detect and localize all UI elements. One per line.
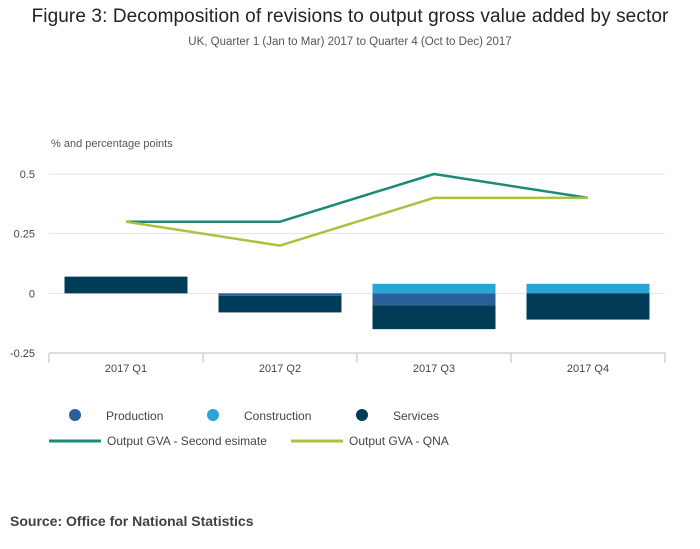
legend-marker bbox=[356, 409, 368, 421]
bar-services bbox=[218, 295, 342, 313]
gridlines bbox=[49, 173, 665, 354]
legend-label: Construction bbox=[244, 409, 311, 423]
y-axis-ticks: 0.5 0.25 0 -0.25 bbox=[10, 169, 35, 360]
x-tick-label: 2017 Q4 bbox=[567, 363, 609, 375]
legend-label: Output GVA - QNA bbox=[349, 434, 449, 448]
lines bbox=[125, 172, 589, 247]
bar-production bbox=[372, 293, 496, 306]
line-output-gva-second-esimate bbox=[126, 172, 589, 223]
x-axis-ticks: 2017 Q1 2017 Q2 2017 Q3 2017 Q4 bbox=[105, 363, 609, 375]
legend-label: Output GVA - Second esimate bbox=[107, 434, 267, 448]
bar-construction bbox=[372, 283, 496, 294]
bar-services bbox=[526, 293, 650, 320]
y-axis-label: % and percentage points bbox=[51, 138, 173, 150]
bar-services bbox=[372, 305, 496, 330]
chart-title: Figure 3: Decomposition of revisions to … bbox=[31, 6, 669, 27]
line-output-gva-qna bbox=[125, 196, 588, 247]
bar-production bbox=[218, 293, 342, 296]
legend-label: Production bbox=[106, 409, 163, 423]
legend-marker bbox=[207, 409, 219, 421]
y-tick-label: 0.25 bbox=[14, 229, 35, 241]
bars bbox=[64, 276, 650, 330]
legend: Production Construction Services Output GVA… bbox=[49, 409, 449, 448]
chart-subtitle: UK, Quarter 1 (Jan to Mar) 2017 to Quart… bbox=[188, 36, 512, 48]
y-tick-label: 0.5 bbox=[20, 169, 35, 181]
x-tick-label: 2017 Q1 bbox=[105, 363, 147, 375]
bar-construction bbox=[526, 283, 650, 294]
bar-services bbox=[64, 276, 188, 294]
legend-label: Services bbox=[393, 409, 439, 423]
x-tick-label: 2017 Q3 bbox=[413, 363, 455, 375]
source-note: Source: Office for National Statistics bbox=[10, 513, 254, 529]
x-axis bbox=[48, 352, 666, 363]
y-tick-label: -0.25 bbox=[10, 348, 35, 360]
y-tick-label: 0 bbox=[29, 288, 35, 300]
legend-marker bbox=[69, 409, 81, 421]
x-tick-label: 2017 Q2 bbox=[259, 363, 301, 375]
